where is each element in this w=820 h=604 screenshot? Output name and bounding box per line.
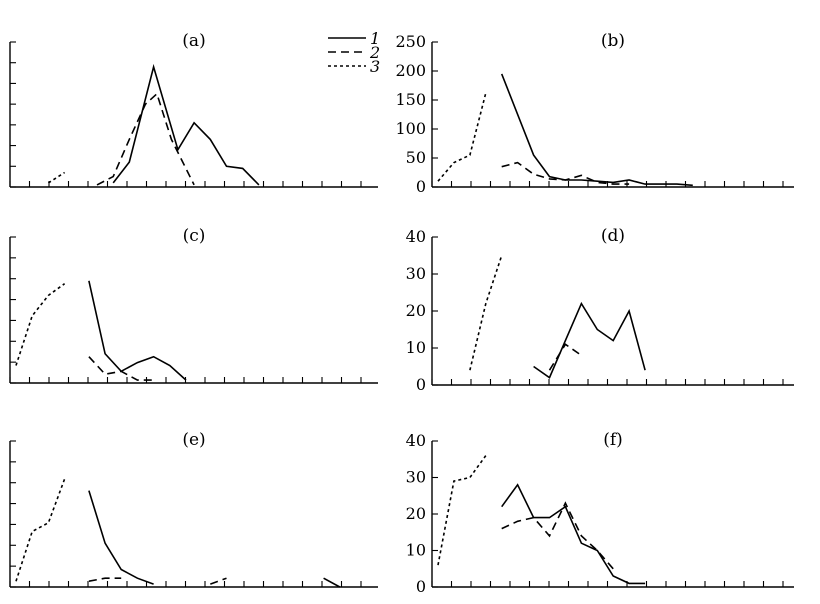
panel-label: (c) <box>183 226 206 246</box>
series-solid <box>500 73 693 187</box>
y-tick-label: 40 <box>406 227 426 246</box>
y-tick-label: 0 <box>416 375 426 394</box>
series-solid <box>88 490 154 585</box>
legend-label: 3 <box>370 57 380 76</box>
series-dashed <box>501 501 614 570</box>
y-tick-label: 100 <box>395 119 426 138</box>
y-tick-label: 50 <box>406 148 426 167</box>
y-tick-label: 200 <box>395 61 426 80</box>
legend-label: 2 <box>369 43 380 62</box>
panel-c: (c) <box>9 226 378 384</box>
series-dotted <box>469 255 503 371</box>
series-dashed <box>88 577 122 582</box>
y-tick-label: 150 <box>395 90 426 109</box>
series-dotted <box>47 171 66 184</box>
series-solid <box>88 280 187 381</box>
series-solid <box>323 577 341 588</box>
series-dashed <box>210 577 227 585</box>
y-tick-label: 250 <box>395 32 426 51</box>
y-tick-label: 20 <box>406 504 426 523</box>
series-dotted <box>15 478 66 582</box>
y-tick-label: 30 <box>406 468 426 487</box>
panel-label: (b) <box>601 31 625 51</box>
series-dotted <box>15 283 66 366</box>
panel-b: 0 50 100 150 200 250 (b) <box>395 31 794 196</box>
y-tick-label: 40 <box>406 431 426 450</box>
series-dotted <box>437 92 487 182</box>
series-dashed <box>548 343 582 371</box>
panel-label: (e) <box>182 430 205 450</box>
series-dashed <box>88 356 154 381</box>
y-tick-label: 20 <box>406 301 426 320</box>
series-dashed <box>501 161 630 185</box>
y-tick-label: 10 <box>406 541 426 560</box>
series-dashed <box>96 92 195 186</box>
y-tick-label: 0 <box>416 577 426 596</box>
panel-label: (f) <box>603 430 623 450</box>
y-tick-label: 10 <box>406 338 426 357</box>
panel-d: 0 10 20 30 40 (d) <box>406 226 794 394</box>
panel-label: (d) <box>601 226 625 246</box>
y-tick-label: 30 <box>406 264 426 283</box>
panel-label: (a) <box>182 31 205 51</box>
y-tick-label: 0 <box>416 177 426 196</box>
series-solid <box>112 63 260 186</box>
series-solid <box>501 483 646 585</box>
panel-e: (e) <box>9 430 378 588</box>
legend: 123 <box>328 29 380 76</box>
panel-f: 0 10 20 30 40 (f) <box>406 430 794 596</box>
legend-label: 1 <box>370 29 380 48</box>
panel-a: (a) <box>9 31 378 188</box>
series-dotted <box>437 455 487 566</box>
series-solid <box>533 301 646 379</box>
